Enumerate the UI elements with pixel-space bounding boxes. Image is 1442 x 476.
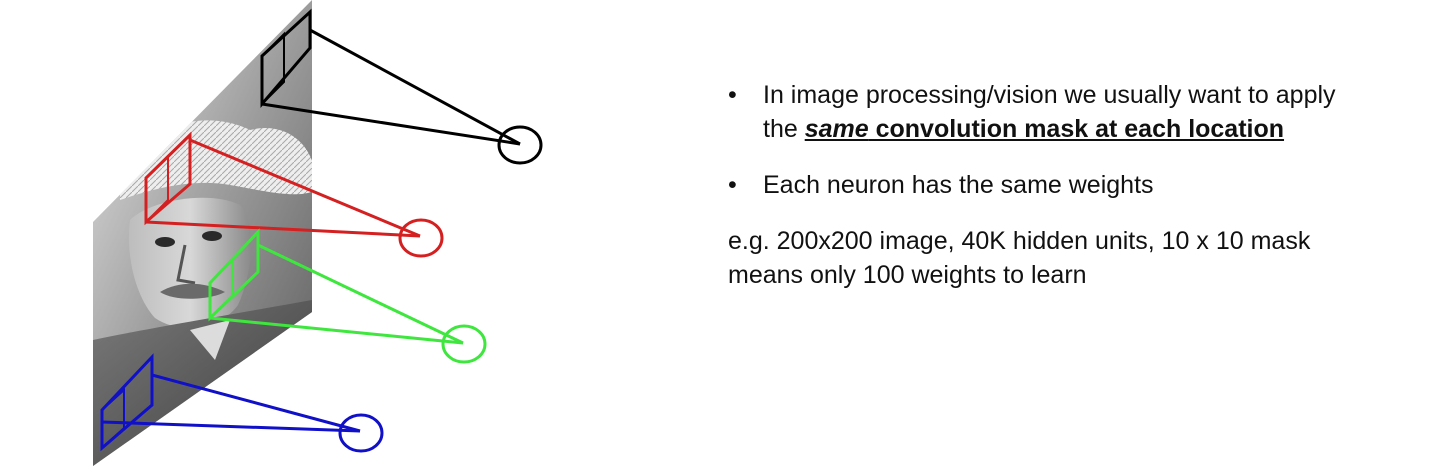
convolution-diagram [0, 0, 700, 476]
bullet-marker: • [728, 81, 737, 109]
bullet-same-mask: • In image processing/vision we usually … [728, 78, 1368, 146]
neuron-circle [497, 125, 543, 165]
bullet-list: • In image processing/vision we usually … [728, 78, 1368, 202]
einstein-photo [93, 0, 312, 466]
bullet-same-weights: • Each neuron has the same weights [728, 168, 1368, 202]
receptive-field-box [144, 131, 421, 238]
receptive-field-box [100, 353, 361, 452]
example-text: e.g. 200x200 image, 40K hidden units, 10… [728, 227, 1311, 289]
bullet-lead-text: In image processing/vision we usually wa… [763, 81, 1336, 143]
receptive-field-box [208, 228, 464, 345]
bullet-emphasis-bold: convolution mask at each location [868, 115, 1285, 143]
neuron-circle [441, 324, 487, 364]
explanation-panel: • In image processing/vision we usually … [728, 78, 1368, 292]
bullet-emphasis: same convolution mask at each location [805, 115, 1284, 143]
receptive-field-box [260, 8, 521, 146]
bullet-marker: • [728, 171, 737, 199]
diagram-canvas [93, 0, 543, 466]
bullet-text: Each neuron has the same weights [763, 171, 1154, 199]
neuron-circle [398, 218, 444, 258]
bullet-emphasis-italic: same [804, 115, 869, 143]
neuron-circle [338, 413, 384, 453]
